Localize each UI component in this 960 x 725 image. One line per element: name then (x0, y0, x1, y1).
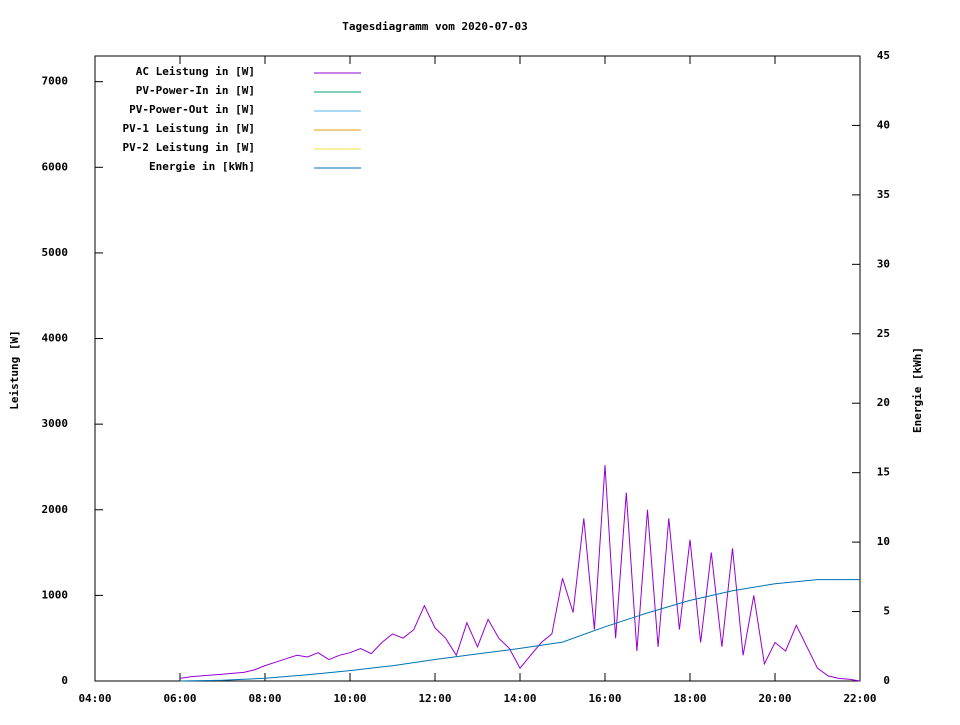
y2-tick-label: 20 (877, 396, 890, 409)
legend-label: PV-Power-In in [W] (136, 84, 255, 97)
legend-label: AC Leistung in [W] (136, 65, 255, 78)
y-tick-label: 4000 (42, 332, 69, 345)
y-tick-label: 3000 (42, 417, 69, 430)
x-tick-label: 22:00 (843, 692, 876, 705)
x-tick-label: 12:00 (418, 692, 451, 705)
x-tick-label: 16:00 (588, 692, 621, 705)
x-tick-label: 04:00 (78, 692, 111, 705)
y2-tick-label: 45 (877, 49, 890, 62)
x-tick-label: 10:00 (333, 692, 366, 705)
y2-tick-label: 35 (877, 188, 890, 201)
x-tick-label: 18:00 (673, 692, 706, 705)
y-tick-label: 0 (61, 674, 68, 687)
y2-tick-label: 30 (877, 257, 890, 270)
legend-label: PV-2 Leistung in [W] (123, 141, 255, 154)
y2-tick-label: 15 (877, 466, 890, 479)
y2-tick-label: 5 (883, 605, 890, 618)
plot-frame (94, 55, 861, 682)
x-tick-label: 08:00 (248, 692, 281, 705)
x-tick-label: 20:00 (758, 692, 791, 705)
y2-tick-label: 40 (877, 118, 890, 131)
legend-label: PV-Power-Out in [W] (129, 103, 255, 116)
x-tick-label: 14:00 (503, 692, 536, 705)
y-tick-label: 7000 (42, 75, 69, 88)
chart-title: Tagesdiagramm vom 2020-07-03 (342, 20, 527, 33)
y-tick-label: 1000 (42, 588, 69, 601)
y-axis-label: Leistung [W] (8, 330, 21, 409)
series-line (179, 579, 860, 682)
y2-axis-label: Energie [kWh] (911, 347, 924, 433)
y-tick-label: 6000 (42, 160, 69, 173)
y-tick-label: 2000 (42, 503, 69, 516)
series-line (179, 465, 861, 682)
y2-tick-label: 0 (883, 674, 890, 687)
y2-tick-label: 25 (877, 327, 890, 340)
legend-label: Energie in [kWh] (149, 160, 255, 173)
y-tick-label: 5000 (42, 246, 69, 259)
y2-tick-label: 10 (877, 535, 890, 548)
x-tick-label: 06:00 (163, 692, 196, 705)
legend-label: PV-1 Leistung in [W] (123, 122, 255, 135)
